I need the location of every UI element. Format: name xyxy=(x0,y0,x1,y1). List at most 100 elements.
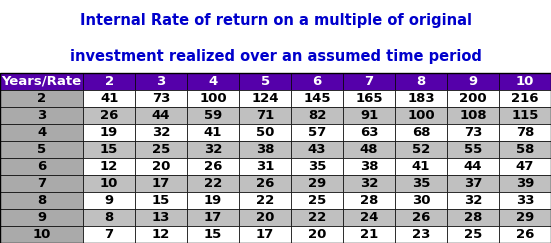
Bar xyxy=(135,124,187,141)
Text: 5: 5 xyxy=(37,143,46,156)
Text: 25: 25 xyxy=(152,143,170,156)
Bar xyxy=(0,141,83,158)
Bar xyxy=(0,175,83,192)
Bar xyxy=(343,141,395,158)
Text: 32: 32 xyxy=(152,126,170,139)
Bar xyxy=(0,107,83,124)
Text: 20: 20 xyxy=(308,228,326,241)
Bar xyxy=(343,107,395,124)
Bar xyxy=(447,73,499,90)
Bar xyxy=(135,192,187,209)
Text: 52: 52 xyxy=(412,143,430,156)
Text: 58: 58 xyxy=(516,143,534,156)
Bar xyxy=(343,90,395,107)
Bar xyxy=(395,192,447,209)
Bar xyxy=(395,73,447,90)
Bar xyxy=(395,124,447,141)
Text: 22: 22 xyxy=(256,194,274,207)
Bar xyxy=(0,192,83,209)
Bar xyxy=(499,226,551,243)
Bar xyxy=(83,192,135,209)
Bar xyxy=(187,141,239,158)
Bar xyxy=(239,158,291,175)
Bar xyxy=(187,158,239,175)
Bar xyxy=(187,175,239,192)
Bar xyxy=(0,226,83,243)
Text: 82: 82 xyxy=(308,109,326,122)
Bar xyxy=(187,107,239,124)
Bar xyxy=(395,141,447,158)
Bar xyxy=(187,226,239,243)
Text: investment realized over an assumed time period: investment realized over an assumed time… xyxy=(69,49,482,64)
Bar xyxy=(239,90,291,107)
Bar xyxy=(135,73,187,90)
Text: 29: 29 xyxy=(308,177,326,190)
Text: 91: 91 xyxy=(360,109,378,122)
Bar xyxy=(83,141,135,158)
Text: 2: 2 xyxy=(37,92,46,105)
Text: 30: 30 xyxy=(412,194,430,207)
Text: 9: 9 xyxy=(468,75,478,88)
Bar xyxy=(447,192,499,209)
Bar xyxy=(291,90,343,107)
Text: 8: 8 xyxy=(417,75,426,88)
Bar xyxy=(135,141,187,158)
Text: 4: 4 xyxy=(208,75,218,88)
Bar xyxy=(187,209,239,226)
Text: 26: 26 xyxy=(204,160,222,173)
Bar xyxy=(187,124,239,141)
Bar xyxy=(447,175,499,192)
Bar xyxy=(83,209,135,226)
Text: 17: 17 xyxy=(204,211,222,224)
Bar xyxy=(0,90,83,107)
Bar xyxy=(447,107,499,124)
Bar xyxy=(395,209,447,226)
Text: 24: 24 xyxy=(360,211,378,224)
Text: 15: 15 xyxy=(204,228,222,241)
Text: 25: 25 xyxy=(464,228,482,241)
Text: 68: 68 xyxy=(412,126,430,139)
Text: 41: 41 xyxy=(412,160,430,173)
Bar xyxy=(239,175,291,192)
Text: 32: 32 xyxy=(204,143,222,156)
Bar xyxy=(343,226,395,243)
Bar xyxy=(83,73,135,90)
Bar xyxy=(83,226,135,243)
Text: 59: 59 xyxy=(204,109,222,122)
Bar xyxy=(499,90,551,107)
Text: 7: 7 xyxy=(37,177,46,190)
Bar xyxy=(0,158,83,175)
Bar xyxy=(499,209,551,226)
Text: 100: 100 xyxy=(199,92,227,105)
Text: 216: 216 xyxy=(511,92,539,105)
Bar xyxy=(447,124,499,141)
Bar xyxy=(499,124,551,141)
Text: 47: 47 xyxy=(516,160,534,173)
Text: 10: 10 xyxy=(516,75,534,88)
Bar xyxy=(291,124,343,141)
Text: 37: 37 xyxy=(464,177,482,190)
Text: 17: 17 xyxy=(152,177,170,190)
Text: 26: 26 xyxy=(100,109,118,122)
Text: 29: 29 xyxy=(516,211,534,224)
Bar xyxy=(187,73,239,90)
Text: 78: 78 xyxy=(516,126,534,139)
Text: 43: 43 xyxy=(308,143,326,156)
Bar xyxy=(239,107,291,124)
Bar xyxy=(83,175,135,192)
Text: 21: 21 xyxy=(360,228,378,241)
Text: 108: 108 xyxy=(459,109,487,122)
Text: 2: 2 xyxy=(105,75,114,88)
Text: 28: 28 xyxy=(360,194,378,207)
Bar xyxy=(291,209,343,226)
Text: 28: 28 xyxy=(464,211,482,224)
Text: 32: 32 xyxy=(360,177,378,190)
Text: 100: 100 xyxy=(407,109,435,122)
Text: 39: 39 xyxy=(516,177,534,190)
Text: 71: 71 xyxy=(256,109,274,122)
Text: 115: 115 xyxy=(511,109,539,122)
Bar xyxy=(499,141,551,158)
Bar xyxy=(291,175,343,192)
Bar xyxy=(239,141,291,158)
Text: 7: 7 xyxy=(105,228,114,241)
